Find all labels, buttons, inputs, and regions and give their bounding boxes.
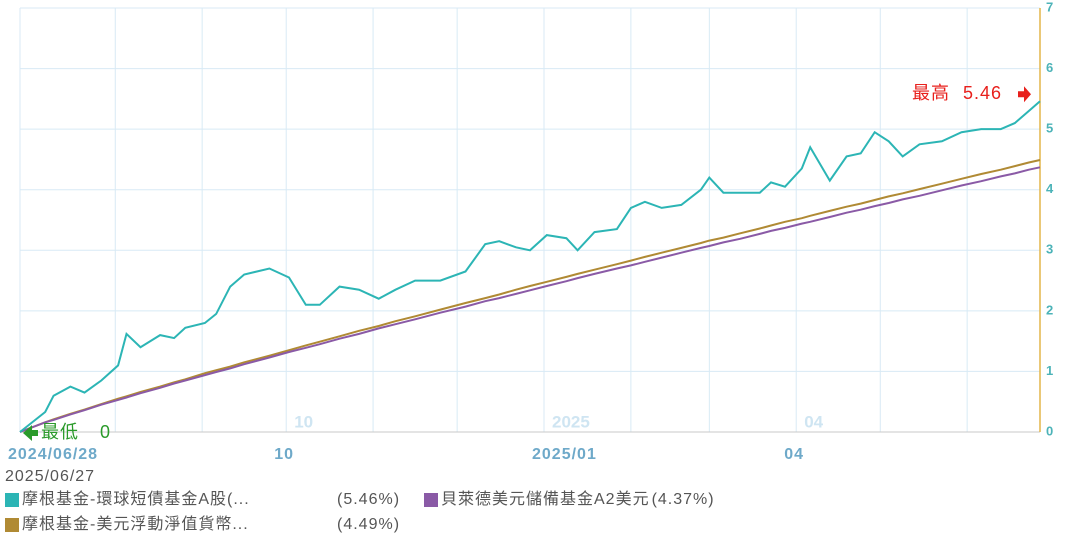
y-tick-label: 4	[1046, 181, 1054, 196]
legend-name: 摩根基金-環球短債基金A股(...	[22, 490, 250, 508]
y-tick-label: 3	[1046, 242, 1053, 257]
legend-swatch	[424, 493, 438, 507]
x-tick-label: 2025/01	[532, 446, 597, 463]
y-tick-label: 6	[1046, 60, 1053, 75]
annotation-arrow	[23, 425, 38, 441]
x-tick-label: 04	[784, 446, 804, 463]
inner-date-label: 2025	[552, 412, 590, 431]
y-tick-label: 2	[1046, 302, 1053, 317]
x-tick-label: 2024/06/28	[8, 446, 98, 463]
series-line	[19, 159, 1041, 433]
legend-swatch	[5, 493, 19, 507]
legend-name: 摩根基金-美元浮動淨值貨幣...	[22, 515, 249, 533]
legend-name: 貝萊德美元儲備基金A2美元	[441, 490, 650, 508]
series-line	[19, 166, 1041, 433]
legend-value: (4.37%)	[652, 491, 715, 508]
annotation-value: 0	[100, 422, 111, 442]
end-date: 2025/06/27	[5, 468, 95, 485]
legend-value: (4.49%)	[337, 516, 400, 533]
y-tick-label: 5	[1046, 121, 1053, 136]
legend-value: (5.46%)	[337, 491, 400, 508]
annotation-label: 最高	[912, 83, 950, 103]
annotation-label: 最低	[41, 422, 79, 442]
y-tick-label: 1	[1046, 363, 1053, 378]
inner-date-label: 04	[804, 412, 823, 431]
series-line	[19, 100, 1041, 433]
annotation-value: 5.46	[963, 83, 1002, 103]
x-tick-label: 10	[274, 446, 294, 463]
annotation-arrow	[1018, 86, 1031, 103]
y-tick-label: 0	[1046, 423, 1053, 438]
legend-swatch	[5, 518, 19, 532]
inner-date-label: 10	[294, 412, 313, 431]
y-tick-label: 7	[1046, 0, 1053, 14]
